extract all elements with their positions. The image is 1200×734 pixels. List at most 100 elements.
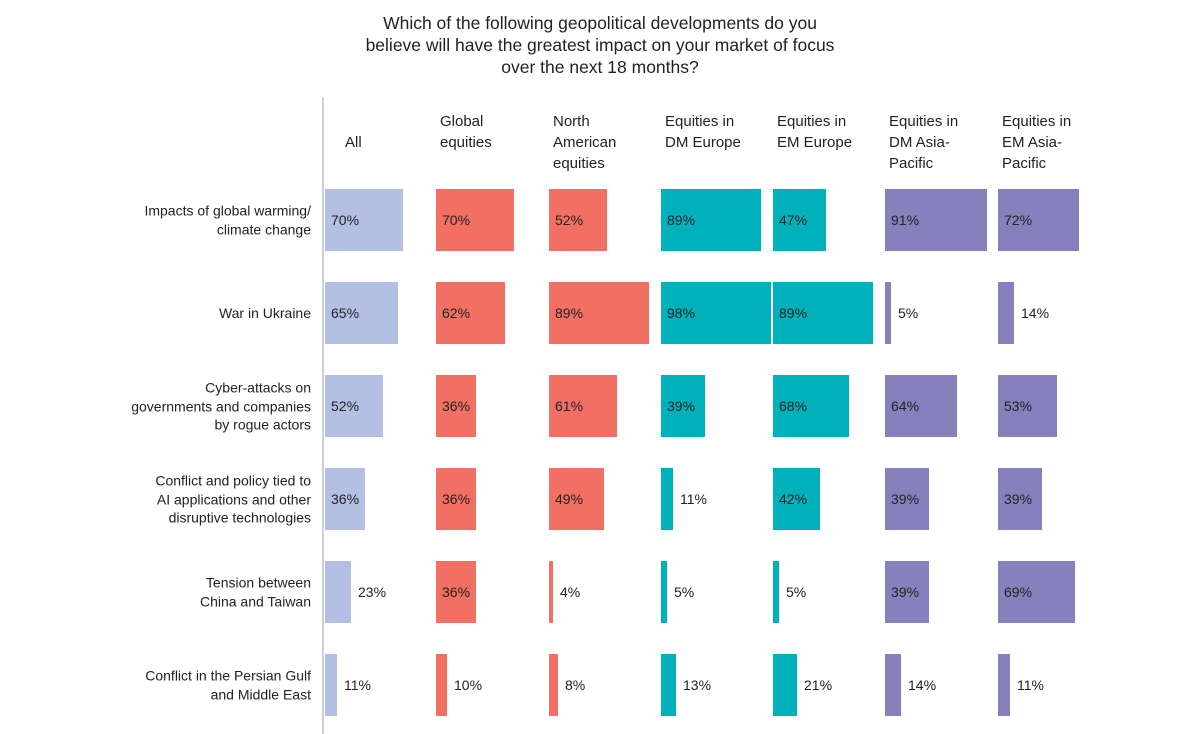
bar (885, 282, 891, 344)
data-label: 65% (331, 305, 360, 321)
category-label: Tension between China and Taiwan (199, 574, 311, 610)
bar (436, 189, 514, 251)
bar (325, 561, 351, 623)
bar (773, 561, 779, 623)
data-label: 11% (1017, 677, 1044, 693)
data-label: 53% (1004, 398, 1033, 414)
bar (549, 189, 607, 251)
data-label: 89% (667, 212, 696, 228)
data-label: 39% (1004, 491, 1033, 507)
bar (773, 654, 797, 716)
bar (773, 282, 873, 344)
data-label: 5% (786, 584, 807, 600)
bar (885, 468, 929, 530)
bar (885, 654, 901, 716)
bar (998, 375, 1057, 437)
series-header: Equities in EM Europe (777, 113, 853, 151)
data-label: 69% (1004, 584, 1033, 600)
bar (998, 468, 1042, 530)
bar (325, 282, 398, 344)
data-label: 42% (779, 491, 808, 507)
data-label: 61% (555, 398, 584, 414)
data-label: 70% (331, 212, 360, 228)
bar (436, 654, 447, 716)
data-label: 70% (442, 212, 471, 228)
series-header: Equities in DM Asia- Pacific (889, 113, 959, 172)
data-label: 13% (683, 677, 712, 693)
data-label: 39% (667, 398, 696, 414)
data-label: 14% (908, 677, 937, 693)
chart-title: Which of the following geopolitical deve… (365, 13, 835, 77)
data-label: 39% (891, 491, 920, 507)
data-label: 11% (344, 677, 371, 693)
data-label: 36% (442, 491, 471, 507)
bar (436, 375, 476, 437)
data-label: 89% (555, 305, 584, 321)
category-label: Conflict in the Persian Gulf and Middle … (145, 667, 311, 703)
data-label: 62% (442, 305, 471, 321)
bar (436, 561, 476, 623)
bar (998, 561, 1075, 623)
data-label: 49% (555, 491, 584, 507)
bar (998, 282, 1014, 344)
category-label: Conflict and policy tied to AI applicati… (155, 472, 311, 526)
data-label: 4% (560, 584, 581, 600)
bar (661, 561, 667, 623)
bar (661, 375, 705, 437)
bar (436, 468, 476, 530)
bar (325, 468, 365, 530)
bar (549, 561, 553, 623)
series-header: All (345, 134, 362, 151)
series-header: North American equities (553, 113, 617, 172)
bar (325, 375, 383, 437)
bar (885, 189, 987, 251)
category-label: War in Ukraine (218, 304, 311, 321)
bar (436, 282, 505, 344)
data-label: 47% (779, 212, 808, 228)
data-label: 91% (891, 212, 920, 228)
bar (661, 282, 771, 344)
data-label: 68% (779, 398, 808, 414)
bar (325, 654, 337, 716)
bar (661, 189, 761, 251)
bar (773, 468, 820, 530)
bar (549, 468, 604, 530)
data-label: 8% (565, 677, 586, 693)
data-label: 10% (454, 677, 483, 693)
category-label: Impacts of global warming/ climate chang… (144, 202, 311, 238)
bar (661, 468, 673, 530)
series-header: Global equities (440, 113, 492, 151)
data-label: 89% (779, 305, 808, 321)
data-label: 52% (555, 212, 584, 228)
bar (661, 654, 676, 716)
data-label: 36% (442, 398, 471, 414)
data-label: 11% (680, 491, 707, 507)
category-label: Cyber-attacks on governments and compani… (131, 379, 311, 433)
data-label: 14% (1021, 305, 1050, 321)
bar (885, 561, 929, 623)
data-label: 64% (891, 398, 920, 414)
data-label: 36% (442, 584, 471, 600)
axis-line (322, 97, 324, 734)
data-label: 5% (898, 305, 919, 321)
bar (885, 375, 957, 437)
bar (773, 375, 849, 437)
data-label: 72% (1004, 212, 1033, 228)
data-label: 39% (891, 584, 920, 600)
series-header: Equities in EM Asia- Pacific (1002, 113, 1072, 172)
bar (998, 654, 1010, 716)
data-label: 36% (331, 491, 360, 507)
bar (549, 282, 649, 344)
series-header: Equities in DM Europe (665, 113, 741, 151)
bar (549, 654, 558, 716)
data-label: 52% (331, 398, 360, 414)
data-label: 5% (674, 584, 695, 600)
data-label: 23% (358, 584, 387, 600)
bar (549, 375, 617, 437)
data-label: 21% (804, 677, 833, 693)
bar (773, 189, 826, 251)
data-label: 98% (667, 305, 696, 321)
bar (325, 189, 403, 251)
bar (998, 189, 1079, 251)
